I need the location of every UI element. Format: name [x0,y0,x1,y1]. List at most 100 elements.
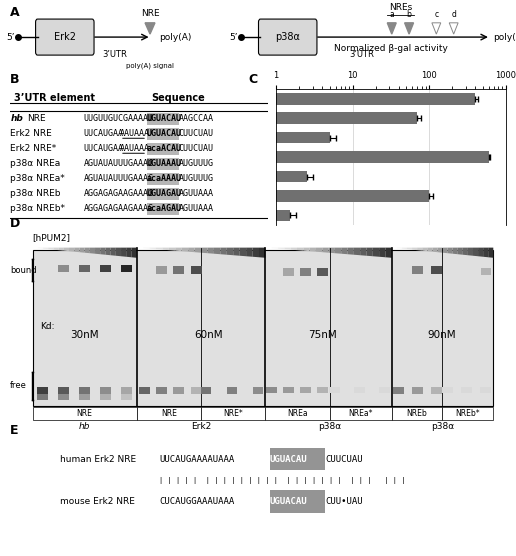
Polygon shape [214,247,220,254]
Bar [227,387,237,394]
Bar [0,210,289,221]
Polygon shape [417,247,422,251]
Text: C: C [249,73,257,86]
Polygon shape [291,247,297,250]
Polygon shape [272,247,278,249]
Polygon shape [169,247,175,251]
Bar [0,93,475,105]
Polygon shape [341,247,348,254]
Polygon shape [239,247,246,256]
Text: Kd:: Kd: [40,322,55,331]
Text: CUCAUGGAAAUAAA: CUCAUGGAAAUAAA [159,497,234,506]
Bar [156,266,167,274]
Polygon shape [366,247,373,256]
Text: UUCAUGAA: UUCAUGAA [84,145,124,153]
Bar [0,112,417,124]
Bar [0,190,429,202]
Text: acaAAAU: acaAAAU [147,175,182,183]
Polygon shape [105,247,110,255]
Polygon shape [163,247,169,250]
Polygon shape [90,247,95,254]
Text: 30nM: 30nM [70,330,99,340]
Polygon shape [252,247,259,257]
Text: Erk2 NRE*: Erk2 NRE* [10,145,57,153]
Bar [412,266,423,274]
Polygon shape [182,247,188,252]
Polygon shape [156,247,163,250]
Text: poly(A): poly(A) [493,33,516,42]
Text: p38α NREb*: p38α NREb* [10,205,66,214]
Bar [58,265,69,272]
Polygon shape [201,247,207,253]
Text: free: free [10,381,27,390]
Text: NRE*: NRE* [223,409,243,418]
Text: NREa*: NREa* [348,409,373,418]
Text: hb: hb [79,423,90,431]
Polygon shape [388,23,396,34]
Bar [121,387,132,394]
Bar [79,394,90,400]
Text: Sequence: Sequence [151,93,205,103]
Polygon shape [488,247,493,258]
Bar [0,132,330,143]
Polygon shape [405,23,413,34]
Bar [190,387,202,394]
Text: poly(A) signal: poly(A) signal [126,62,174,69]
Text: mouse Erk2 NRE: mouse Erk2 NRE [60,497,135,506]
Bar [139,387,150,394]
Bar [0,151,489,163]
Polygon shape [412,247,417,250]
Polygon shape [438,247,443,252]
FancyBboxPatch shape [36,19,94,55]
Bar [100,265,111,272]
Text: 3’UTR: 3’UTR [102,50,127,59]
Polygon shape [110,247,116,256]
Text: AUGUUUG: AUGUUUG [179,175,214,183]
Polygon shape [100,247,105,255]
Bar [33,407,137,420]
Text: AGUUAAA: AGUUAAA [179,205,214,214]
Polygon shape [126,247,132,257]
Polygon shape [443,247,447,253]
Title: Normalized β-gal activity: Normalized β-gal activity [334,44,448,53]
Text: 75nM: 75nM [308,330,337,340]
Text: CUUCUAU: CUUCUAU [179,145,214,153]
Polygon shape [432,23,441,34]
Polygon shape [354,247,360,255]
Text: p38α NREa*: p38α NREa* [10,175,65,183]
Text: p38α: p38α [275,32,300,42]
Text: Erk2 NRE: Erk2 NRE [10,130,52,138]
Text: p38α: p38α [318,423,342,431]
FancyBboxPatch shape [259,19,317,55]
Text: UGUACAU: UGUACAU [147,130,182,138]
Bar [201,407,265,420]
Text: 5’: 5’ [229,33,237,42]
Text: Erk2: Erk2 [54,32,76,42]
Text: AAUAAA: AAUAAA [120,145,150,153]
Text: CUUCUAU: CUUCUAU [179,130,214,138]
Bar [100,394,111,400]
Polygon shape [427,247,432,252]
Text: acaACAU: acaACAU [147,145,182,153]
Bar [317,268,328,276]
Polygon shape [407,247,412,250]
Text: UGUACAU: UGUACAU [270,455,308,464]
Polygon shape [220,247,227,255]
Text: [hPUM2]: [hPUM2] [33,234,71,242]
Text: CUU•UAU: CUU•UAU [326,497,363,506]
Text: AUGUUUG: AUGUUUG [179,160,214,168]
Bar [173,387,184,394]
Polygon shape [449,23,458,34]
Polygon shape [278,247,284,249]
Text: UGUACAU: UGUACAU [270,497,308,506]
Polygon shape [145,23,155,34]
Polygon shape [48,247,54,250]
Text: b: b [407,10,412,19]
Polygon shape [483,247,488,257]
Text: p38α: p38α [431,423,454,431]
Bar [147,113,179,125]
Polygon shape [397,247,402,249]
Polygon shape [95,247,100,254]
Bar [147,128,179,140]
Polygon shape [59,247,64,251]
